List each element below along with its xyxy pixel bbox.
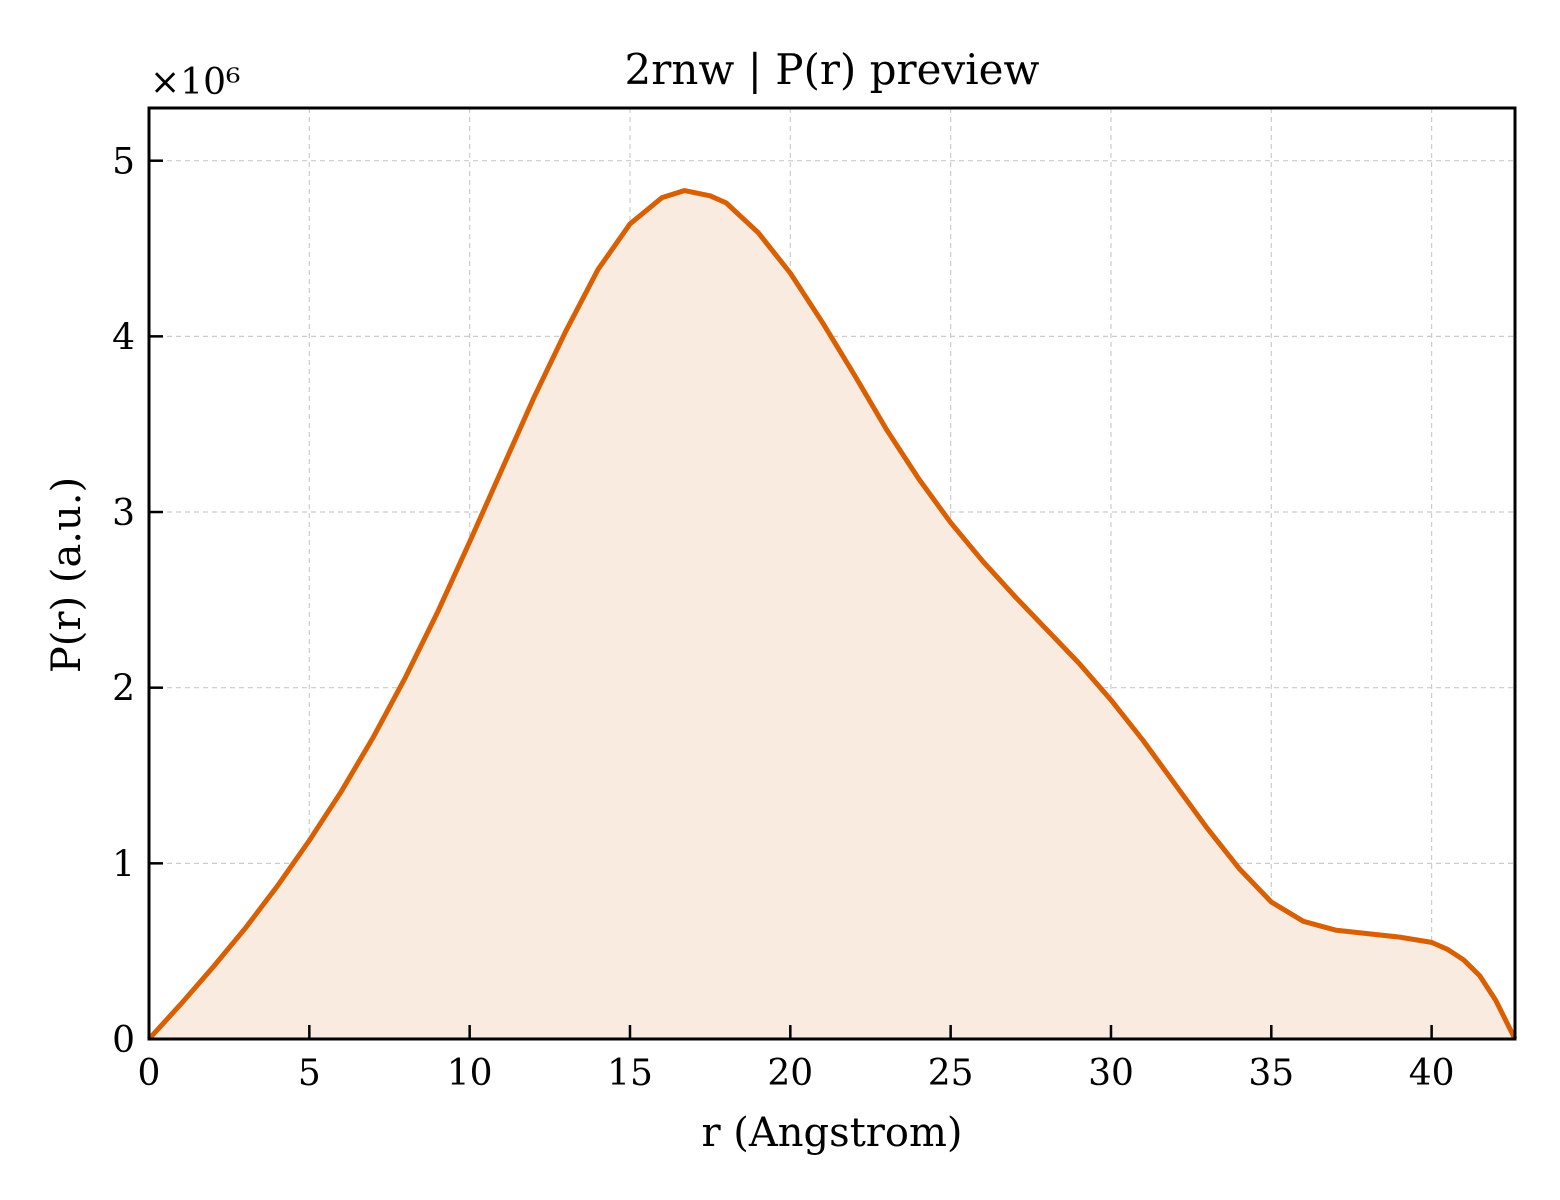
y-multiplier: ×10⁶	[150, 62, 240, 103]
y-tick-label: 0	[112, 1020, 135, 1061]
series-line	[147, 188, 1518, 1041]
plot-frame	[147, 106, 1517, 1041]
x-tick-label: 25	[928, 1053, 974, 1094]
y-tick-label: 3	[112, 493, 135, 534]
x-tick-label: 10	[447, 1053, 493, 1094]
y-axis-label: P(r) (a.u.)	[44, 477, 90, 673]
x-tick-label: 40	[1409, 1053, 1455, 1094]
y-tick-label: 2	[112, 669, 135, 710]
x-tick-label: 35	[1248, 1053, 1294, 1094]
x-axis-label: r (Angstrom)	[701, 1110, 962, 1156]
y-tick-label: 4	[112, 317, 135, 358]
area-fill	[149, 190, 1515, 1039]
x-tick-label: 30	[1088, 1053, 1134, 1094]
chart-title: 2rnw | P(r) preview	[625, 45, 1040, 94]
ticks: 0 5 10 15 20 25 30 35 40 0 1 2 3 4 5	[112, 142, 1454, 1094]
y-tick-label: 5	[112, 142, 135, 183]
x-tick-label: 0	[138, 1053, 161, 1094]
x-tick-label: 20	[767, 1053, 813, 1094]
x-tick-label: 15	[607, 1053, 653, 1094]
y-tick-label: 1	[112, 844, 135, 885]
x-tick-label: 5	[298, 1053, 321, 1094]
